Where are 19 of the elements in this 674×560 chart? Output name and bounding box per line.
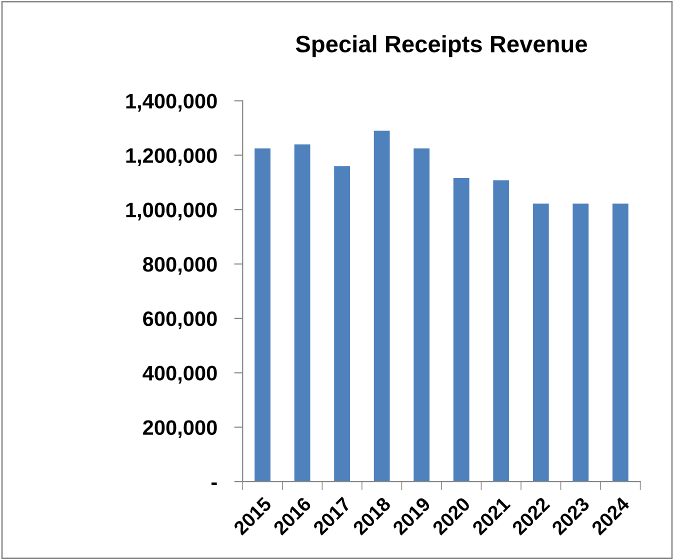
bar [532, 204, 549, 482]
bar [254, 148, 270, 482]
y-tick-label: - [212, 482, 217, 485]
bar [294, 144, 310, 482]
y-tick-label: 1,400,000 [126, 94, 217, 112]
bar [612, 204, 628, 482]
bar [374, 130, 390, 482]
bar [334, 166, 350, 482]
bar [414, 148, 430, 482]
y-tick-label: 1,000,000 [126, 202, 217, 220]
y-tick-label: 200,000 [143, 420, 217, 438]
y-tick-label: 600,000 [143, 311, 217, 330]
y-tick-label: 1,200,000 [126, 148, 217, 166]
chart-title: Special Receipts Revenue [296, 35, 587, 58]
bar [572, 204, 589, 482]
y-tick-label: 400,000 [142, 366, 217, 384]
bar [493, 180, 510, 482]
y-tick-label: 800,000 [143, 257, 217, 275]
bar [453, 178, 470, 482]
